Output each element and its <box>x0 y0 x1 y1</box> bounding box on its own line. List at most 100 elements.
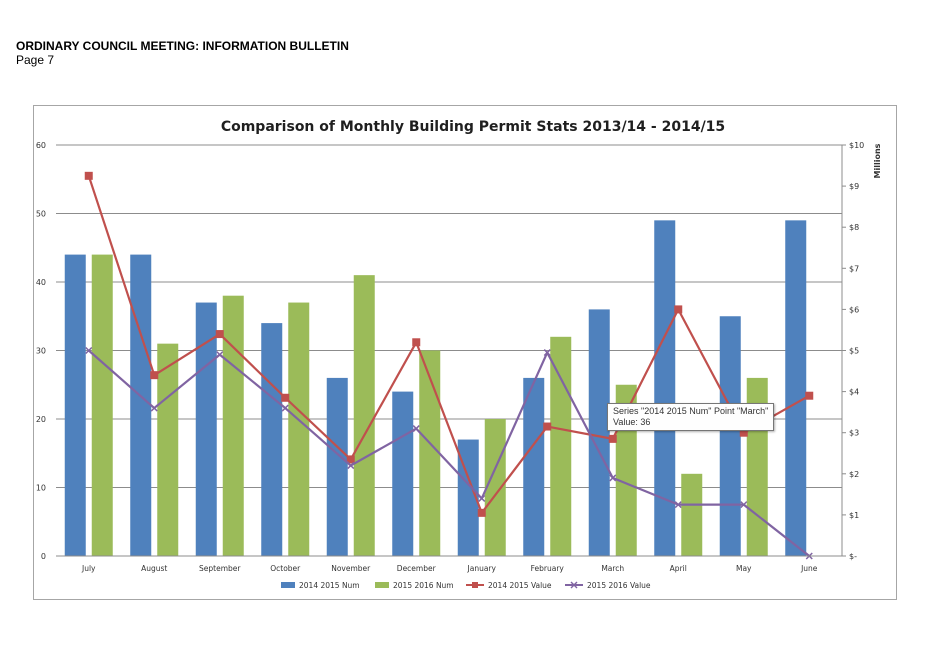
bar <box>457 439 479 556</box>
bar <box>353 275 375 556</box>
x-axis-tick-label: May <box>736 564 752 573</box>
x-axis-tick-label: November <box>331 564 371 573</box>
right-axis-tick-label: $1 <box>849 511 859 520</box>
left-axis-tick-label: 10 <box>36 484 46 493</box>
bar <box>157 343 179 556</box>
line-marker <box>543 422 552 431</box>
legend-marker <box>472 582 478 588</box>
legend: 2014 2015 Num 2015 2016 Num 2014 2015 Valu… <box>281 581 651 590</box>
line-marker-stroke <box>740 501 748 509</box>
document-heading: ORDINARY COUNCIL MEETING: INFORMATION BU… <box>16 39 349 53</box>
line-marker-stroke <box>85 346 93 355</box>
x-axis-tick-label: March <box>601 564 624 573</box>
line-marker <box>477 508 486 517</box>
line-marker <box>609 474 617 482</box>
right-axis-tick-label: $2 <box>849 470 859 479</box>
line-marker <box>674 305 683 314</box>
bar <box>785 220 807 556</box>
line-marker <box>216 351 224 359</box>
bar <box>654 220 676 556</box>
legend-swatch <box>375 582 389 588</box>
line-marker <box>739 428 748 437</box>
right-axis-tick-label: $5 <box>849 347 859 356</box>
bar <box>484 419 506 556</box>
right-axis-tick-label: $8 <box>849 223 859 232</box>
x-axis-tick-label: December <box>397 564 437 573</box>
lines <box>84 171 814 560</box>
line-marker-stroke <box>347 462 355 470</box>
line-marker-stroke <box>674 501 682 509</box>
gridlines <box>56 144 842 488</box>
bar <box>130 254 152 556</box>
line-marker-stroke <box>609 474 617 482</box>
line-marker-stroke <box>216 351 224 359</box>
legend-label: 2015 2016 Num <box>393 581 454 590</box>
legend-marker <box>570 581 578 589</box>
legend-label: 2014 2015 Num <box>299 581 360 590</box>
line-marker-stroke <box>412 425 420 433</box>
bar <box>588 309 610 556</box>
line-marker <box>84 171 93 180</box>
line-marker <box>412 338 421 347</box>
left-axis-tick-label: 30 <box>36 347 46 356</box>
x-axis-tick-label: January <box>467 564 497 573</box>
bar <box>288 302 310 556</box>
bar <box>91 254 113 556</box>
bar <box>392 391 414 556</box>
x-axis-tick-label: September <box>199 564 241 573</box>
x-axis-tick-label: October <box>270 564 301 573</box>
tooltip-value-line: Value: 36 <box>613 417 651 427</box>
document-header: ORDINARY COUNCIL MEETING: INFORMATION BU… <box>16 39 349 67</box>
right-axis-tick-label: $4 <box>849 388 859 397</box>
line-marker-stroke <box>150 404 158 412</box>
bar <box>523 377 545 556</box>
line-marker <box>281 404 289 412</box>
line-marker <box>608 434 617 443</box>
right-axis-tick-label: $10 <box>849 141 864 150</box>
line-marker-stroke <box>543 349 551 357</box>
line-marker <box>346 455 355 464</box>
chart-title: Comparison of Monthly Building Permit St… <box>221 119 725 135</box>
data-point-tooltip: Series "2014 2015 Num" Point "March" Val… <box>607 403 775 431</box>
bar <box>261 323 283 556</box>
line-marker <box>478 494 486 502</box>
axes: 0 10 20 30 40 50 60 $- $1 $2 $3 $4 $5 $6 $7 $8 $9 $10 July… <box>36 141 864 573</box>
line-marker <box>805 391 814 400</box>
line-marker <box>85 346 93 355</box>
right-axis-tick-label: $3 <box>849 429 859 438</box>
right-axis-label: Millions <box>873 143 882 178</box>
x-axis-tick-label: February <box>531 564 565 573</box>
legend-label: 2014 2015 Value <box>488 581 552 590</box>
right-axis-tick-label: $- <box>849 552 857 561</box>
line-marker <box>281 393 290 402</box>
right-axis-tick-label: $6 <box>849 305 859 314</box>
legend-swatch <box>281 582 295 588</box>
series-line <box>87 175 810 514</box>
line-marker <box>347 462 355 470</box>
bar <box>195 302 217 556</box>
bar <box>550 336 572 556</box>
bar <box>222 295 244 556</box>
bar <box>419 350 441 556</box>
left-axis-tick-label: 60 <box>36 141 46 150</box>
bar <box>64 254 86 556</box>
legend-label: 2015 2016 Value <box>587 581 651 590</box>
line-marker <box>215 330 224 339</box>
bar <box>326 377 348 556</box>
right-axis-tick-label: $7 <box>849 264 859 273</box>
page-number: Page 7 <box>16 53 55 67</box>
line-marker <box>674 501 682 509</box>
line-marker <box>543 349 551 357</box>
series-line <box>88 349 810 557</box>
line-marker <box>412 425 420 433</box>
x-axis-tick-label: July <box>81 564 96 573</box>
tooltip-series-line: Series "2014 2015 Num" Point "March" <box>613 406 769 416</box>
line-marker <box>150 404 158 412</box>
x-axis-tick-label: April <box>670 564 687 573</box>
right-axis-tick-label: $9 <box>849 182 859 191</box>
line-marker-stroke <box>478 494 486 502</box>
left-axis-tick-label: 40 <box>36 278 46 287</box>
bar <box>681 473 703 556</box>
left-axis-tick-label: 20 <box>36 415 46 424</box>
